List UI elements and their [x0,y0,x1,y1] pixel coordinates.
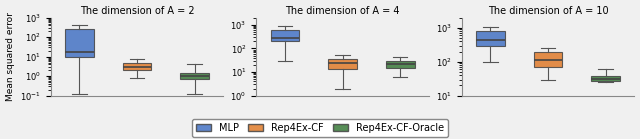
Title: The dimension of A = 10: The dimension of A = 10 [488,6,609,16]
PathPatch shape [591,76,620,80]
Y-axis label: Mean squared error: Mean squared error [6,12,15,101]
PathPatch shape [123,63,152,70]
Title: The dimension of A = 2: The dimension of A = 2 [80,6,195,16]
Legend: MLP, Rep4Ex-CF, Rep4Ex-CF-Oracle: MLP, Rep4Ex-CF, Rep4Ex-CF-Oracle [193,119,447,137]
PathPatch shape [386,61,415,68]
Title: The dimension of A = 4: The dimension of A = 4 [285,6,400,16]
PathPatch shape [271,30,300,41]
PathPatch shape [534,52,563,67]
PathPatch shape [328,59,357,69]
PathPatch shape [476,31,505,46]
PathPatch shape [180,73,209,79]
PathPatch shape [65,29,94,57]
